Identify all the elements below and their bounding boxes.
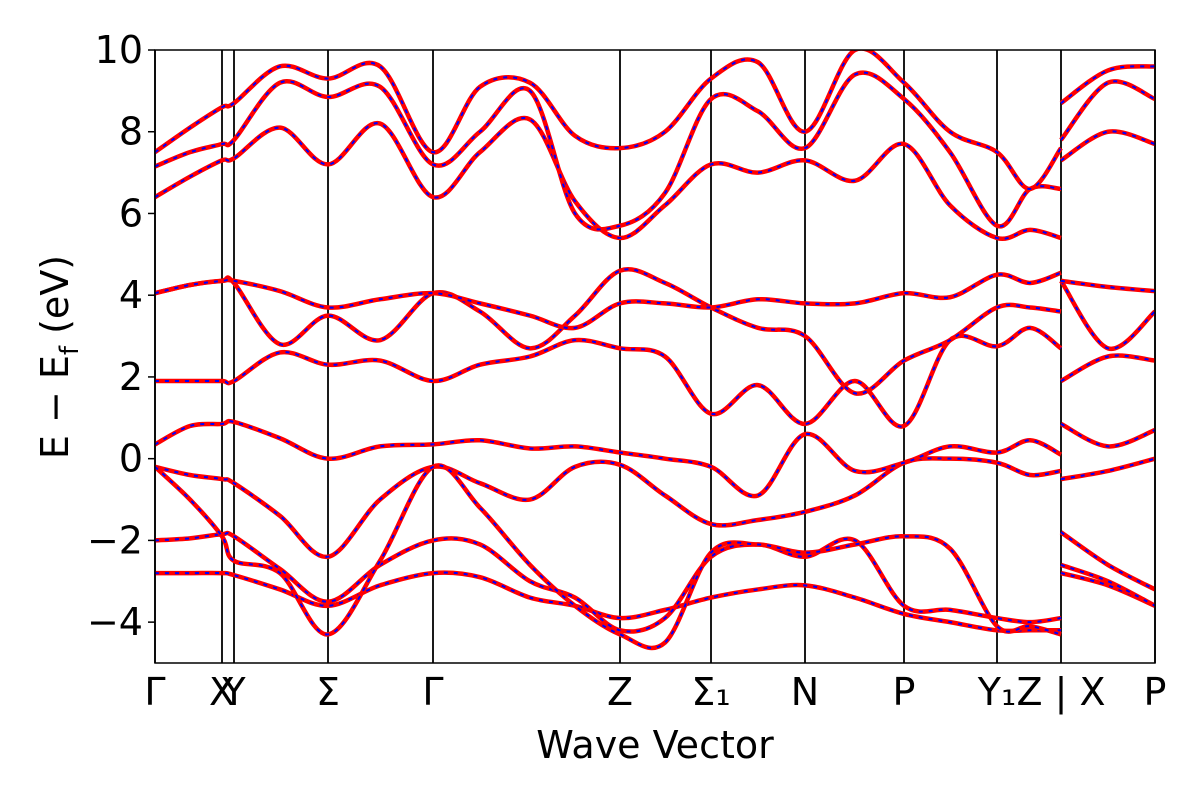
x-axis-label: Wave Vector — [536, 723, 774, 767]
y-tick-label: 4 — [119, 273, 143, 317]
x-tick-label: X — [209, 670, 235, 714]
y-label-part: E − E — [33, 355, 77, 459]
y-tick-label: 2 — [119, 355, 143, 399]
x-tick-label: Γ — [422, 670, 443, 714]
x-tick-label: Z — [607, 670, 633, 714]
band-line-dashed — [155, 268, 1155, 395]
band-line-dashed — [155, 71, 1155, 231]
y-tick-label: 8 — [119, 110, 143, 154]
band-line-dashed — [155, 271, 1155, 330]
band-line-dashed — [155, 464, 1155, 649]
x-tick-label: Y₁ — [977, 670, 1016, 714]
y-tick-label: −2 — [87, 518, 143, 562]
x-tick-label: Γ — [144, 670, 165, 714]
band-line-dashed — [155, 531, 1155, 633]
y-axis-label: E − Ef (eV) — [33, 255, 85, 459]
band-line — [155, 530, 1155, 634]
y-tick-label: 10 — [95, 28, 143, 72]
band-line — [155, 418, 1155, 499]
y-tick-label: 6 — [119, 191, 143, 235]
band-line-dashed — [155, 50, 1155, 190]
band-line — [155, 270, 1155, 331]
band-line — [155, 570, 1155, 634]
bands — [155, 50, 1155, 651]
plot-frame — [154, 49, 1156, 664]
x-tick-label: Σ — [316, 670, 340, 714]
x-tick-label: Z | X — [1016, 670, 1105, 715]
x-tick-label: Σ₁ — [691, 670, 730, 714]
band-line-dashed — [155, 457, 1155, 558]
band-line — [155, 50, 1155, 192]
y-tick-label: 0 — [119, 437, 143, 481]
band-line-dashed — [155, 117, 1155, 240]
y-label-sub: f — [55, 345, 85, 355]
y-tick-label: −4 — [87, 600, 143, 644]
x-tick-label: Y — [221, 670, 246, 714]
x-tick-label: P — [893, 670, 916, 714]
y-label-part: (eV) — [33, 255, 77, 346]
band-line-dashed — [155, 326, 1155, 428]
x-tick-label: N — [791, 670, 819, 714]
band-line-dashed — [155, 420, 1155, 498]
x-tick-label: P — [1144, 670, 1167, 714]
